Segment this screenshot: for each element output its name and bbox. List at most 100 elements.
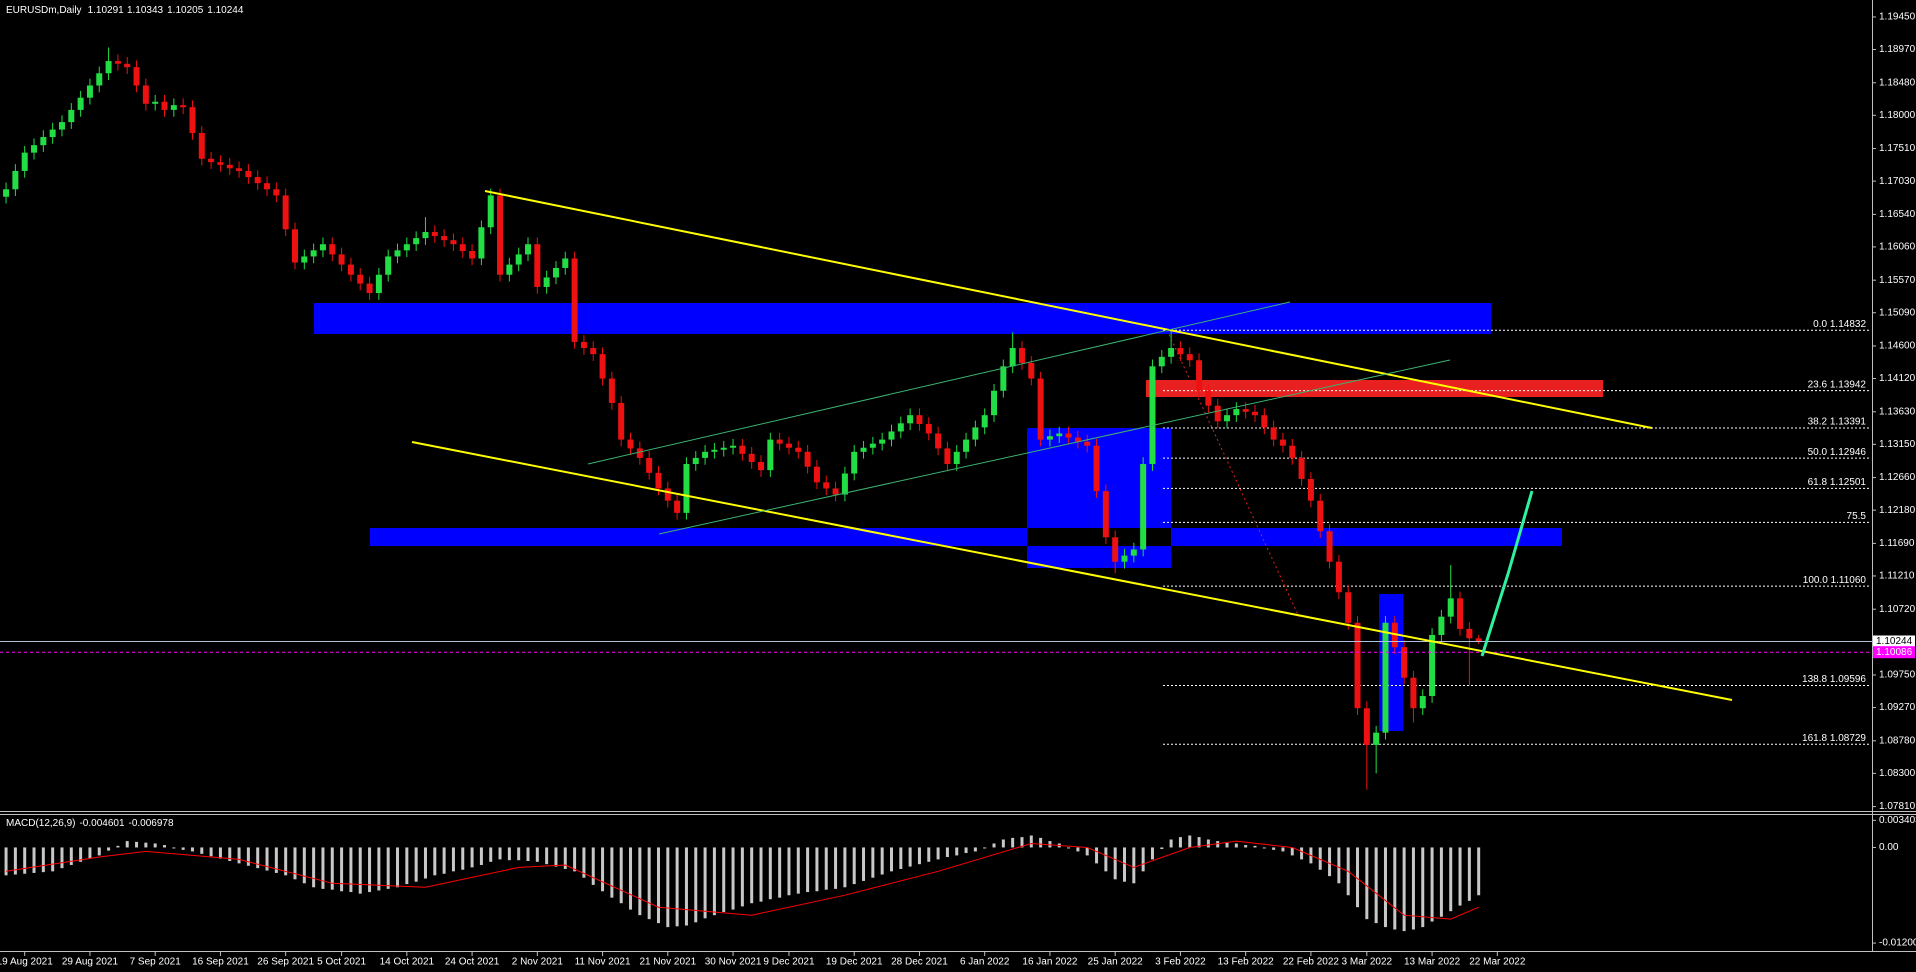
macd-title: MACD(12,26,9) — [6, 818, 75, 829]
macd-bar — [1206, 839, 1210, 848]
candle-body — [1205, 390, 1212, 406]
candle-body — [869, 443, 876, 448]
macd-bar — [936, 847, 940, 860]
y-tick-label: 1.13630 — [1879, 406, 1916, 417]
candle-body — [347, 264, 354, 275]
candle-body — [1401, 647, 1408, 678]
macd-bar — [834, 847, 838, 889]
macd-bar — [1477, 847, 1481, 896]
macd-bar — [1458, 847, 1462, 906]
high: 1.10343 — [127, 5, 164, 16]
y-tick-label: 1.18480 — [1879, 77, 1916, 88]
x-tick-label: 29 Aug 2021 — [62, 957, 119, 968]
candle-body — [422, 232, 429, 239]
candle-body — [1251, 411, 1258, 416]
macd-bar — [1300, 847, 1304, 860]
macd-bar — [647, 847, 651, 920]
macd-bar — [1160, 847, 1164, 850]
macd-bar — [23, 847, 27, 874]
macd-bar — [1439, 847, 1443, 917]
macd-bar — [135, 841, 139, 848]
trend-line — [411, 441, 1733, 701]
macd-bar — [1430, 847, 1434, 922]
candle-body — [525, 244, 531, 255]
candle-body — [1056, 433, 1063, 437]
macd-bar — [302, 847, 306, 884]
y-tick-label: 1.10720 — [1879, 604, 1916, 615]
candle-body — [338, 254, 345, 265]
y-tick-label: 1.13150 — [1879, 439, 1916, 450]
macd-bar — [992, 843, 996, 848]
macd-bar — [787, 847, 791, 896]
macd-bar — [1449, 847, 1453, 912]
drawn-lines — [411, 190, 1733, 701]
y-tick-label: 1.16540 — [1879, 209, 1916, 220]
x-tick-label: 3 Mar 2022 — [1342, 957, 1393, 968]
fib-label: 61.8 1.12501 — [1808, 477, 1867, 488]
macd-bar — [405, 847, 409, 885]
macd-bar — [759, 847, 763, 902]
candle-body — [776, 439, 783, 444]
macd-bar — [927, 847, 931, 862]
candle-body — [291, 229, 298, 263]
y-tick-label: 1.19450 — [1879, 12, 1916, 23]
candle-body — [1438, 616, 1445, 635]
candle-body — [1419, 696, 1426, 709]
macd-bar — [750, 847, 754, 904]
macd-bar — [945, 847, 949, 858]
macd-bar — [88, 847, 92, 859]
candle-body — [1289, 445, 1296, 458]
macd-bar — [442, 847, 446, 874]
y-tick-label: 1.17030 — [1879, 176, 1916, 187]
macd-bar — [1123, 847, 1127, 882]
candle-body — [1186, 354, 1193, 361]
fib-label: 23.6 1.13942 — [1808, 379, 1867, 390]
macd-bar — [433, 847, 437, 876]
macd-bar — [349, 847, 353, 893]
candle-body — [515, 254, 522, 265]
candle-body — [403, 244, 410, 251]
macd-bar — [1039, 837, 1043, 848]
macd-bar — [638, 847, 642, 916]
candle-body — [674, 500, 681, 513]
candle-body — [618, 402, 625, 440]
candle-body — [804, 451, 811, 467]
candle-body — [375, 274, 382, 294]
macd-bar — [340, 847, 344, 892]
macd-bar — [656, 847, 660, 924]
candle-body — [944, 448, 951, 465]
candle-body — [58, 122, 65, 130]
candle-body — [366, 283, 373, 294]
fib-label: 0.0 1.14832 — [1813, 319, 1866, 330]
candle-body — [208, 158, 215, 163]
macd-signal-value: -0.006978 — [129, 818, 174, 829]
candle-body — [441, 236, 448, 241]
candle-body — [1214, 405, 1221, 422]
macd-bar — [1421, 847, 1425, 928]
x-tick-label: 13 Mar 2022 — [1404, 957, 1461, 968]
macd-bar — [601, 847, 605, 892]
macd-bar — [1076, 847, 1080, 852]
macd-bar — [172, 847, 176, 849]
y-tick-label: 1.08780 — [1879, 735, 1916, 746]
trend-line — [484, 190, 1653, 429]
macd-bar — [293, 847, 297, 880]
fib-label: 38.2 1.13391 — [1808, 417, 1867, 428]
y-tick-label: 1.16060 — [1879, 242, 1916, 253]
macd-bar — [1095, 847, 1099, 864]
candle-body — [841, 473, 848, 495]
candle-body — [329, 244, 336, 255]
macd-bar — [470, 847, 474, 868]
candle-body — [1345, 592, 1352, 623]
macd-bar — [1225, 842, 1229, 848]
candle-body — [1233, 409, 1240, 416]
candle-body — [77, 97, 84, 110]
macd-bar — [1365, 847, 1369, 920]
candle-body — [646, 457, 653, 473]
macd-bar — [190, 847, 194, 852]
macd-bar — [507, 847, 511, 861]
x-tick-label: 19 Aug 2021 — [0, 957, 53, 968]
macd-bar — [181, 847, 185, 850]
macd-bar — [1011, 837, 1015, 848]
macd-bar — [852, 847, 856, 885]
